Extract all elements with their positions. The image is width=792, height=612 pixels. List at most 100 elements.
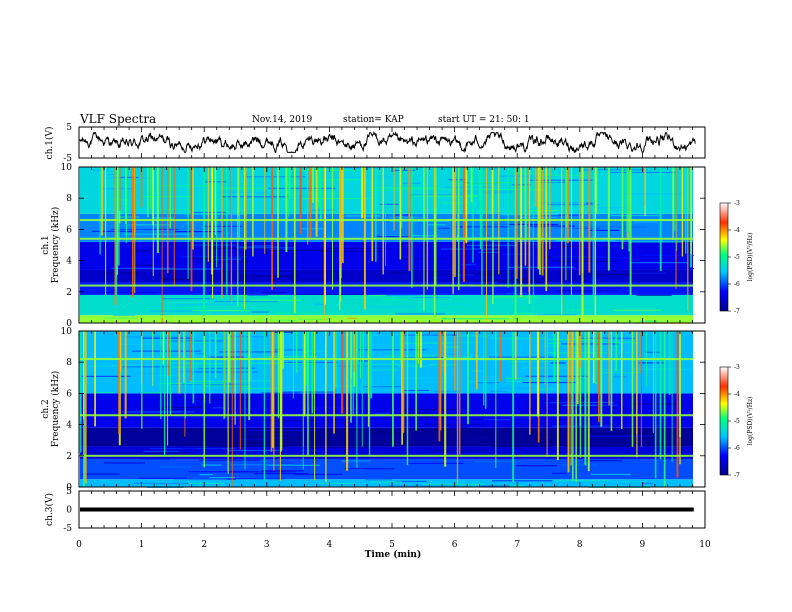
spectrogram-texture — [592, 257, 634, 259]
sferic-streak — [475, 331, 478, 390]
spectrogram-texture — [557, 226, 569, 228]
spectrogram-texture — [174, 430, 217, 432]
spectrogram-texture — [419, 437, 480, 439]
sferic-streak — [169, 331, 171, 416]
spectrogram-texture — [130, 400, 190, 403]
spectrogram-texture — [422, 423, 483, 426]
spectrogram-texture — [510, 173, 554, 175]
spectrogram-texture — [582, 460, 623, 462]
sferic-streak — [140, 331, 143, 384]
spectrogram-texture — [492, 480, 553, 482]
spectrogram-texture — [503, 435, 534, 437]
sferic-streak — [220, 167, 222, 207]
spectrogram-texture — [499, 387, 532, 389]
sferic-streak — [528, 167, 530, 293]
spectrogram-texture — [406, 462, 464, 465]
spectrogram-texture — [397, 296, 450, 299]
spectrogram-texture — [462, 190, 520, 192]
colorbar-tick-label: -4 — [734, 227, 740, 234]
spectrogram-texture — [499, 430, 534, 433]
spectrogram-texture — [398, 412, 431, 414]
sferic-streak — [433, 167, 436, 316]
spectrogram-texture — [227, 449, 280, 452]
spectrogram-texture — [242, 332, 298, 334]
emission-line — [80, 358, 693, 361]
sferic-streak — [250, 331, 252, 381]
spectrogram-texture — [639, 320, 659, 322]
spectrogram-texture — [585, 202, 597, 205]
sferic-streak — [452, 167, 454, 295]
spectrogram-texture — [492, 212, 508, 214]
sferic-streak — [567, 167, 569, 244]
spectrogram-texture — [513, 434, 577, 437]
spectrogram-texture — [587, 432, 654, 434]
sferic-streak — [311, 331, 314, 414]
freq-tick-label: 10 — [61, 163, 73, 173]
spectrogram-texture — [414, 195, 478, 197]
spectrogram-texture — [103, 173, 119, 176]
spectrogram-texture — [96, 292, 157, 294]
sferic-streak — [207, 167, 209, 262]
spectrogram-texture — [301, 444, 331, 446]
sferic-streak — [350, 331, 352, 423]
spectrogram-texture — [159, 466, 192, 468]
spectrogram-texture — [390, 220, 450, 222]
sferic-streak — [578, 167, 581, 276]
spectrogram-texture — [333, 365, 399, 367]
spectrogram-texture — [267, 464, 320, 466]
spectrogram-texture — [528, 209, 560, 212]
sferic-streak — [244, 331, 246, 470]
sferic-streak — [341, 167, 344, 263]
spectrogram-texture — [193, 211, 227, 214]
spectrogram-texture — [420, 354, 452, 356]
spectrogram-texture — [80, 375, 131, 377]
sferic-streak — [399, 167, 402, 260]
spectrogram-texture — [613, 376, 627, 378]
spectrogram-texture — [461, 264, 476, 266]
sferic-streak — [417, 331, 420, 364]
spectrogram-texture — [633, 221, 658, 223]
spectrogram-texture — [229, 447, 284, 449]
spectrogram-texture — [350, 450, 380, 452]
spectrogram-texture — [306, 433, 361, 435]
spectrogram-texture — [309, 446, 368, 448]
spectrogram-texture — [192, 310, 250, 312]
colorbar-label: log(PSD)(V²/Hz) — [747, 233, 754, 282]
spectrogram-texture — [389, 272, 408, 274]
colorbar-scale — [719, 366, 729, 476]
spectrogram-texture — [111, 267, 176, 269]
spectrogram-texture — [104, 317, 136, 319]
spectrogram-texture — [124, 336, 193, 338]
spectrogram-texture — [198, 367, 256, 369]
sferic-streak — [679, 331, 681, 465]
spectrogram-texture — [437, 353, 457, 356]
sferic-streak — [302, 331, 304, 447]
spectrogram-texture — [94, 391, 115, 394]
spectrogram-texture — [221, 196, 291, 198]
spectrogram-texture — [515, 312, 535, 314]
spectrogram-texture — [571, 227, 600, 230]
spectrogram-texture — [308, 468, 365, 471]
spectrogram-texture — [261, 291, 287, 294]
spectrogram-band — [80, 241, 693, 270]
spectrogram-texture — [610, 214, 662, 217]
time-tick-label: 4 — [327, 540, 333, 550]
spectrogram-texture — [366, 363, 404, 366]
sferic-streak — [140, 167, 143, 208]
spectrogram-texture — [456, 274, 474, 276]
sferic-streak — [483, 331, 485, 406]
spectrogram-texture — [286, 434, 342, 436]
spectrogram-texture — [211, 191, 227, 193]
sferic-streak — [472, 167, 474, 263]
spectrogram-texture — [613, 309, 662, 311]
sferic-streak — [231, 331, 233, 487]
sferic-streak — [333, 331, 335, 434]
spectrogram-texture — [428, 364, 457, 366]
spectrogram-texture — [202, 464, 222, 466]
channel-label: ch.2 — [41, 399, 51, 418]
spectrogram-texture — [214, 258, 242, 260]
spectrogram-texture — [235, 351, 290, 354]
sferic-streak — [215, 167, 217, 268]
spectrogram-texture — [152, 247, 206, 249]
spectrogram-texture — [586, 273, 631, 276]
